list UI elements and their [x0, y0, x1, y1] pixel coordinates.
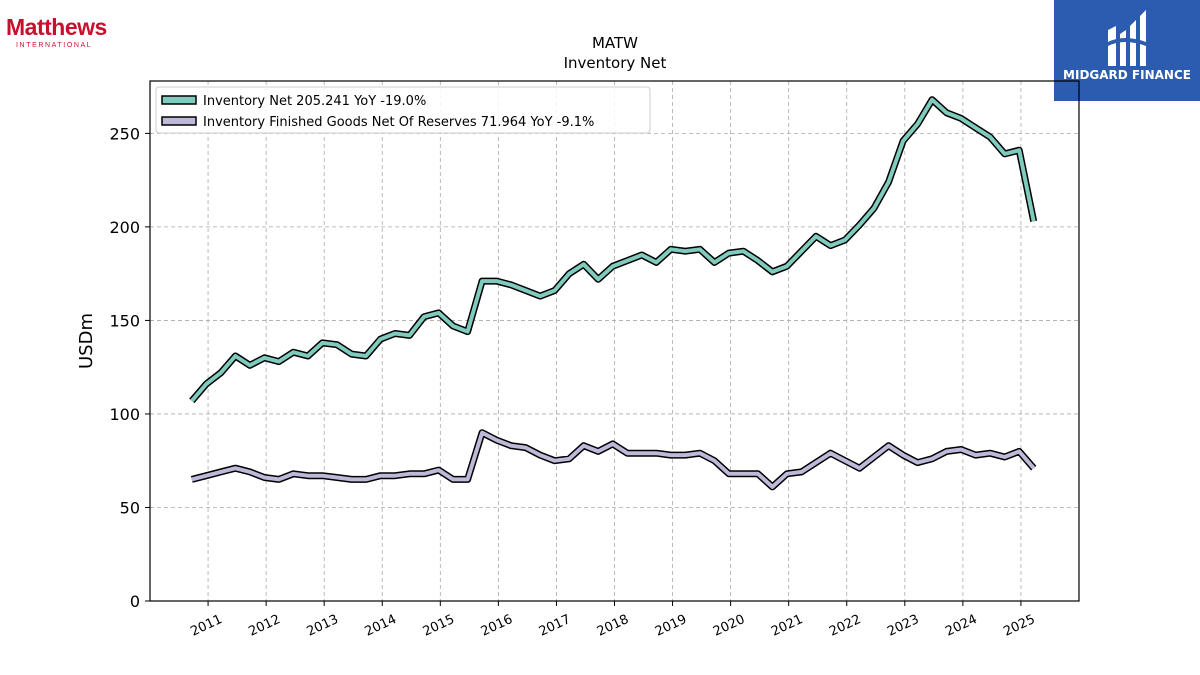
x-tick-label: 2013	[305, 612, 341, 640]
y-tick-label: 100	[109, 405, 140, 424]
series-layer	[189, 96, 1038, 491]
legend: Inventory Net 205.241 YoY -19.0% Inventor…	[155, 86, 651, 134]
logo-right-text: MIDGARD FINANCE	[1063, 68, 1191, 82]
series-outline-1	[189, 96, 1038, 404]
logo-brand-text: Matthews	[6, 14, 107, 40]
x-tick-label: 2025	[1001, 612, 1037, 640]
x-tick-label: 2016	[479, 612, 515, 640]
series-outline-2	[190, 429, 1037, 491]
x-tick-label: 2023	[885, 612, 921, 640]
chart-title: MATW	[592, 34, 638, 52]
x-tick-label: 2015	[421, 612, 457, 640]
midgard-finance-logo: MIDGARD FINANCE	[1054, 0, 1200, 101]
matthews-logo: Matthews INTERNATIONAL	[6, 14, 116, 54]
grid	[150, 81, 1079, 602]
y-tick-label: 150	[109, 311, 140, 330]
midgard-emblem-icon	[1108, 10, 1146, 66]
legend-swatch-2	[161, 116, 197, 126]
legend-box	[155, 86, 651, 134]
y-tick-label: 200	[109, 218, 140, 237]
x-tick-label: 2020	[711, 612, 747, 640]
x-tick-label: 2012	[246, 612, 282, 640]
legend-label-1: Inventory Net 205.241 YoY -19.0%	[203, 94, 426, 109]
logo-sub-text: INTERNATIONAL	[16, 42, 93, 49]
y-tick-label: 0	[130, 592, 140, 611]
legend-swatch-1	[161, 95, 197, 105]
y-tick-label: 50	[120, 498, 140, 517]
x-tick-label: 2014	[363, 612, 399, 640]
legend-label-2: Inventory Finished Goods Net Of Reserves…	[203, 115, 594, 130]
x-tick-label: 2018	[595, 612, 631, 640]
x-tick-label: 2021	[769, 612, 805, 640]
series-line-1	[190, 97, 1036, 403]
y-tick-label: 250	[109, 124, 140, 143]
x-tick-label: 2022	[827, 612, 863, 640]
y-axis-label: USDm	[76, 313, 97, 369]
x-tick-label: 2024	[943, 612, 979, 640]
x-tick-label: 2017	[537, 612, 573, 640]
ticks: 0 50 100 150 200 250 2011 2012 2013 2014 2015 2016 2…	[109, 124, 1037, 639]
series-line-2	[191, 430, 1036, 489]
x-tick-label: 2011	[188, 612, 224, 640]
chart-subtitle: Inventory Net	[564, 54, 667, 72]
x-tick-label: 2019	[653, 612, 689, 640]
